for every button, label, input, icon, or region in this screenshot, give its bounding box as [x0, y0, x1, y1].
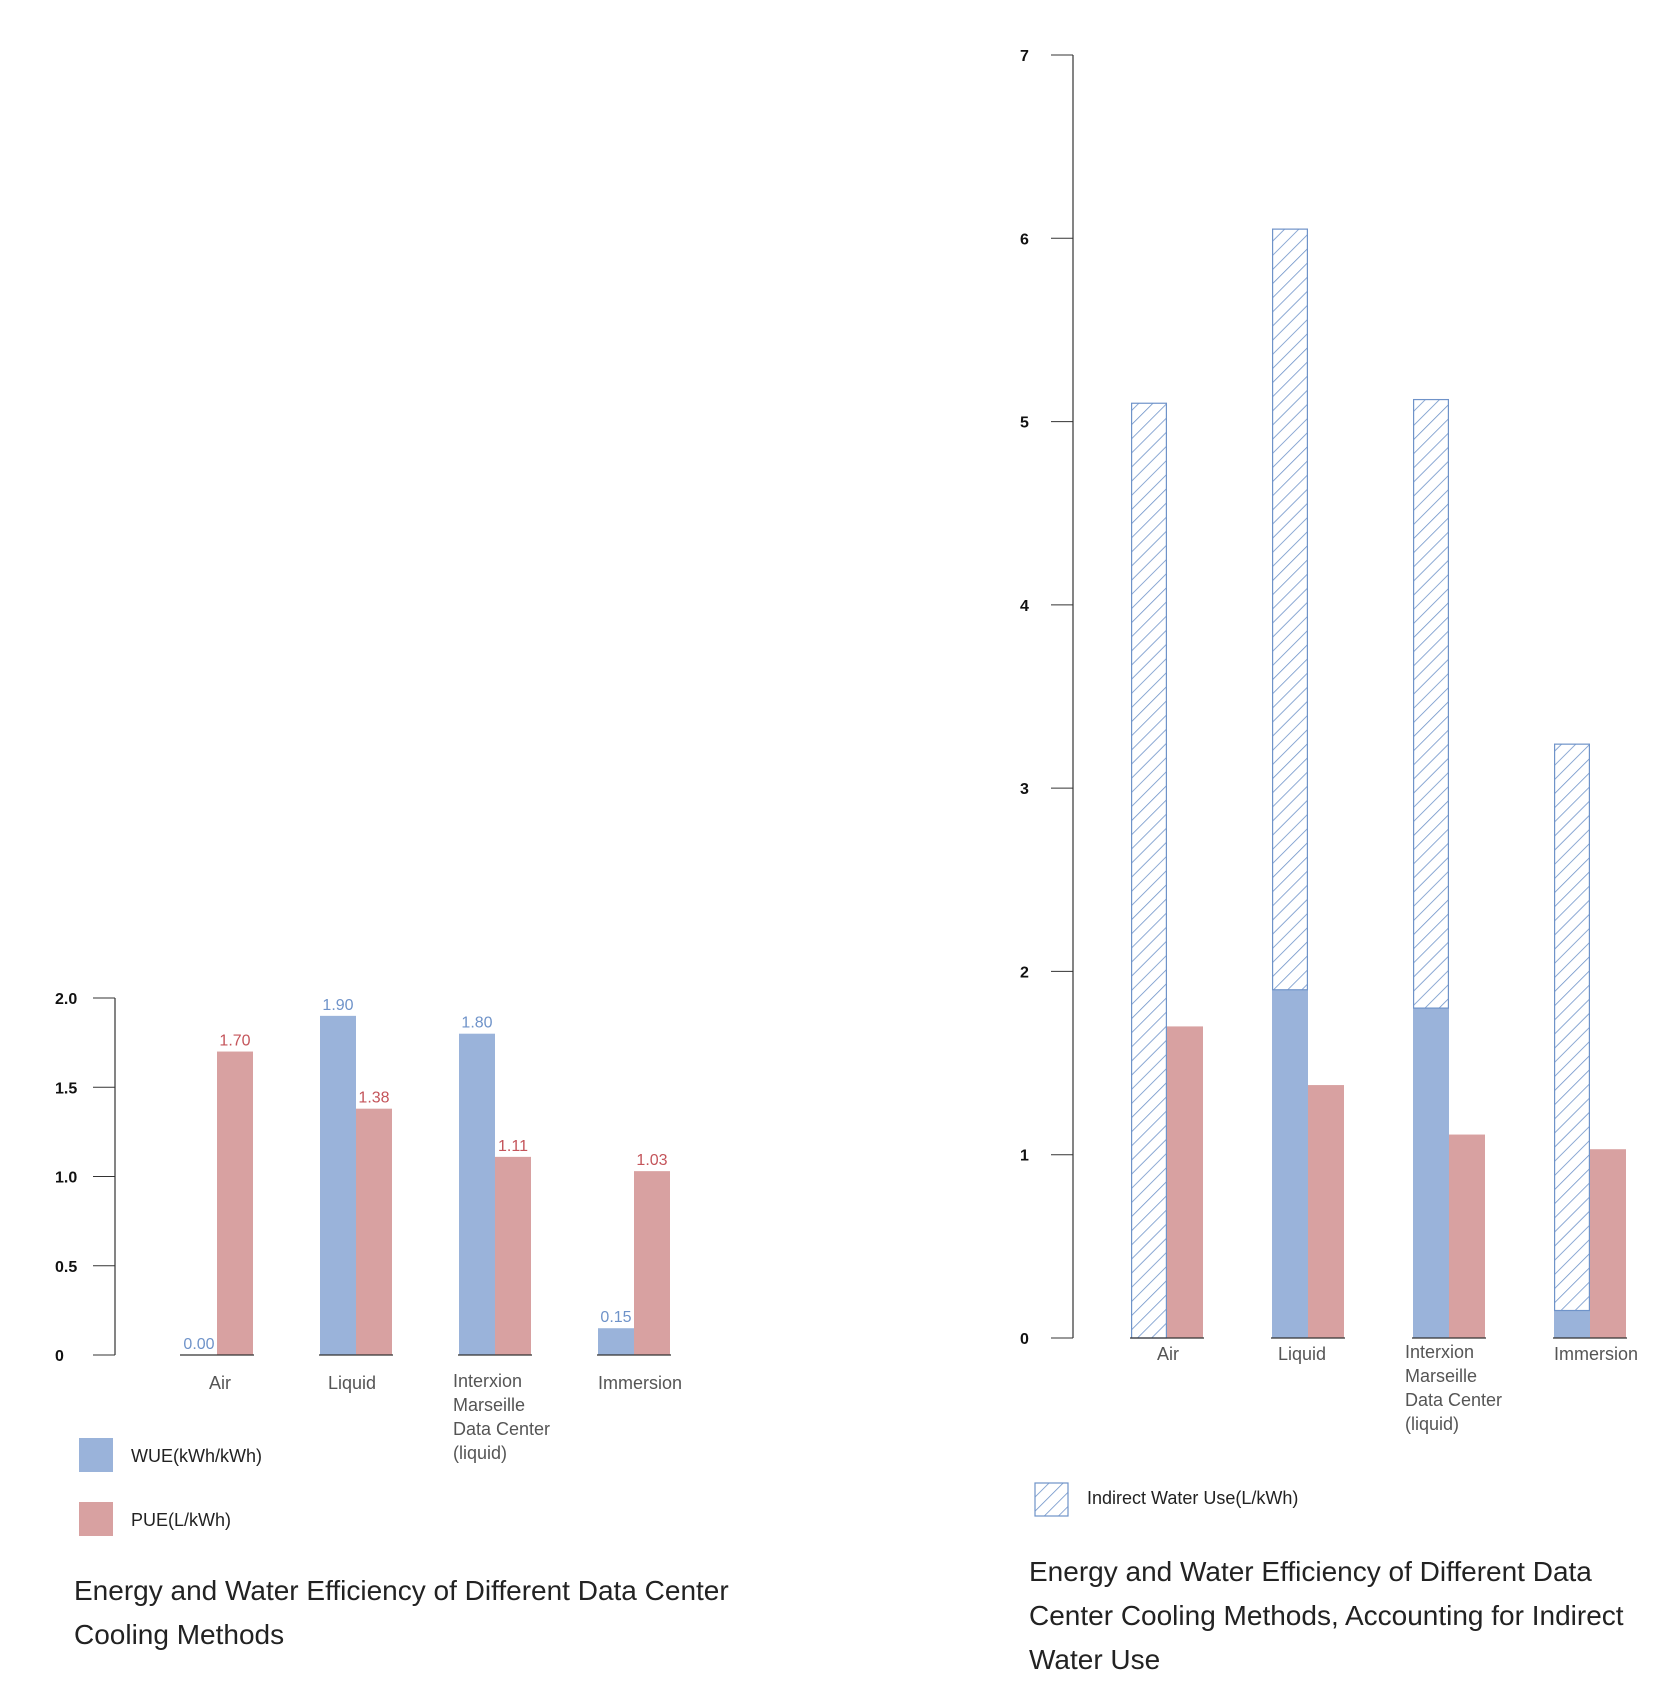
- chart-title: Center Cooling Methods, Accounting for I…: [1029, 1600, 1624, 1631]
- x-tick-label: Marseille: [453, 1395, 525, 1415]
- x-tick-label: Interxion: [453, 1371, 522, 1391]
- x-tick-label: (liquid): [1405, 1414, 1459, 1434]
- y-tick-label: 1.0: [55, 1170, 77, 1187]
- x-tick-label: Liquid: [1278, 1344, 1326, 1364]
- x-tick-label: Immersion: [598, 1373, 682, 1393]
- legend-swatch: [79, 1502, 113, 1536]
- y-tick-label: 0: [1020, 1331, 1029, 1348]
- chart-title: Energy and Water Efficiency of Different…: [1029, 1556, 1592, 1587]
- bar-indirect-water: [1271, 228, 1308, 991]
- y-tick-label: 2: [1020, 964, 1029, 981]
- bar-wue: [1413, 1008, 1449, 1338]
- x-tick-label: Data Center: [1405, 1390, 1502, 1410]
- bar-pue: [1167, 1026, 1203, 1338]
- data-label: 1.90: [322, 997, 353, 1014]
- bar-wue: [1554, 1310, 1590, 1338]
- x-tick-label: Immersion: [1554, 1344, 1638, 1364]
- legend-label: WUE(kWh/kWh): [131, 1446, 262, 1466]
- legend-label: PUE(L/kWh): [131, 1510, 231, 1530]
- x-tick-label: (liquid): [453, 1443, 507, 1463]
- y-tick-label: 2.0: [55, 991, 77, 1008]
- bar-indirect-water: [1130, 402, 1167, 1339]
- y-tick-label: 6: [1020, 231, 1029, 248]
- legend-label: Indirect Water Use(L/kWh): [1087, 1488, 1298, 1508]
- data-label: 1.80: [461, 1015, 492, 1032]
- y-tick-label: 0: [55, 1348, 64, 1365]
- bar: [320, 1015, 356, 1355]
- y-tick-label: 0.5: [55, 1259, 77, 1276]
- bar-indirect-water: [1412, 398, 1449, 1009]
- y-tick-label: 1: [1020, 1148, 1029, 1165]
- legend-swatch: [79, 1438, 113, 1472]
- bar: [634, 1171, 670, 1355]
- y-tick-label: 5: [1020, 415, 1029, 432]
- bar-indirect-water: [1553, 743, 1590, 1312]
- chart-title: Cooling Methods: [74, 1619, 284, 1650]
- bar: [356, 1108, 392, 1355]
- bar: [217, 1051, 253, 1355]
- bar-wue: [1272, 989, 1308, 1338]
- y-tick-label: 7: [1020, 48, 1029, 65]
- data-label: 1.70: [219, 1033, 250, 1050]
- x-tick-label: Air: [1157, 1344, 1179, 1364]
- y-tick-label: 1.5: [55, 1080, 77, 1097]
- bar-pue: [1449, 1134, 1485, 1338]
- x-tick-label: Air: [209, 1373, 231, 1393]
- bar-pue: [1590, 1149, 1626, 1338]
- data-label: 0.00: [183, 1336, 214, 1353]
- data-label: 0.15: [600, 1309, 631, 1326]
- chart-title: Energy and Water Efficiency of Different…: [74, 1575, 729, 1606]
- bar-pue: [1308, 1085, 1344, 1338]
- y-tick-label: 4: [1020, 598, 1029, 615]
- x-tick-label: Data Center: [453, 1419, 550, 1439]
- legend-swatch: [1034, 1482, 1069, 1517]
- x-tick-label: Marseille: [1405, 1366, 1477, 1386]
- chart-title: Water Use: [1029, 1644, 1160, 1675]
- x-tick-label: Interxion: [1405, 1342, 1474, 1362]
- bar: [459, 1033, 495, 1355]
- data-label: 1.03: [636, 1152, 667, 1169]
- data-label: 1.11: [498, 1138, 528, 1155]
- left-chart: 0 0.5 1.0 1.5 2.0 0.00 1.70 Air 1.90 1.38 Liquid 1.…: [55, 991, 729, 1650]
- data-label: 1.38: [358, 1090, 389, 1107]
- bar: [495, 1156, 531, 1355]
- y-tick-label: 3: [1020, 781, 1029, 798]
- x-tick-label: Liquid: [328, 1373, 376, 1393]
- right-chart: 0 1 2 3 4 5 6 7 Air Liquid Interxion Marseille Data …: [1020, 48, 1638, 1675]
- bar: [598, 1328, 634, 1355]
